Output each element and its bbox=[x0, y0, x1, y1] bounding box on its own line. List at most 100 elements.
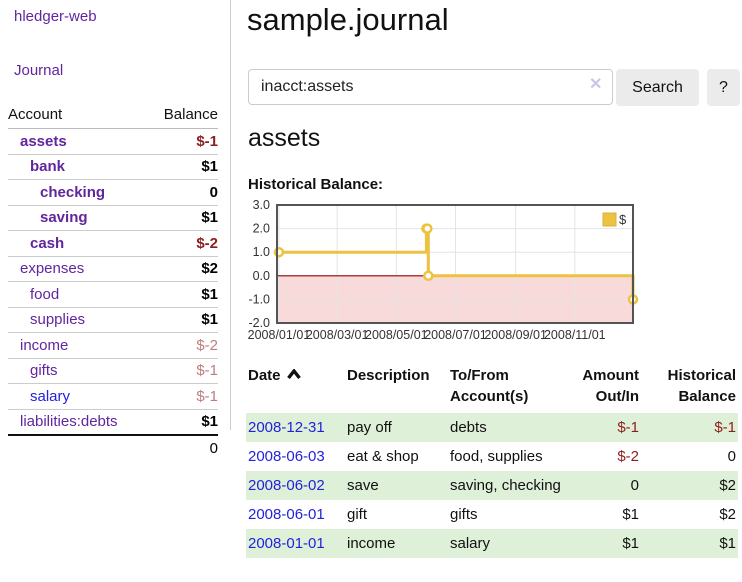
accounts-table-header: Account Balance bbox=[8, 102, 218, 129]
account-balance: $1 bbox=[201, 413, 218, 431]
account-balance: $1 bbox=[148, 154, 218, 180]
chart-title: Historical Balance: bbox=[248, 176, 384, 193]
account-column-header: Account bbox=[8, 102, 149, 129]
transaction-date-link[interactable]: 2008-06-01 bbox=[248, 506, 325, 523]
transaction-description: pay off bbox=[347, 419, 392, 436]
clear-search-icon[interactable]: ✕ bbox=[589, 76, 603, 93]
account-balance: $-1 bbox=[148, 383, 218, 410]
account-balance: $1 bbox=[148, 205, 218, 231]
transaction-accounts: food, supplies bbox=[450, 448, 543, 465]
transaction-balance: $-1 bbox=[714, 419, 736, 436]
account-row: bank $1 bbox=[8, 154, 218, 180]
account-row: income $-2 bbox=[8, 332, 218, 359]
svg-text:2008/07/01: 2008/07/01 bbox=[424, 328, 487, 342]
transaction-accounts: gifts bbox=[450, 506, 478, 523]
transaction-amount: $-2 bbox=[617, 448, 639, 465]
svg-text:$: $ bbox=[619, 212, 627, 227]
account-row: liabilities:debts $1 bbox=[8, 409, 218, 435]
svg-text:2008/01/01: 2008/01/01 bbox=[248, 328, 311, 342]
balance-chart-svg: 3.0 2.0 1.0 0.0 -1.0 -2.02008/01/012008/03/01… bbox=[248, 198, 639, 342]
page-title: sample.journal bbox=[247, 2, 449, 37]
svg-text:3.0: 3.0 bbox=[253, 198, 270, 212]
account-link[interactable]: liabilities:debts bbox=[20, 413, 118, 431]
transaction-row: 2008-01-01 income salary $1 $1 bbox=[246, 529, 738, 558]
account-balance: $-1 bbox=[148, 358, 218, 384]
account-link[interactable]: income bbox=[20, 336, 69, 354]
account-row: cash $-2 bbox=[8, 230, 218, 257]
tofrom-column-header: To/From Account(s) bbox=[450, 367, 529, 405]
account-link[interactable]: food bbox=[30, 285, 60, 303]
account-row: saving $1 bbox=[8, 205, 218, 231]
account-balance: $2 bbox=[148, 256, 218, 282]
account-link[interactable]: checking bbox=[40, 183, 106, 201]
accounts-total-value: 0 bbox=[148, 434, 218, 461]
account-link[interactable]: saving bbox=[40, 209, 88, 227]
accounts-total-row: 0 bbox=[8, 434, 218, 461]
account-balance: 0 bbox=[148, 179, 218, 206]
account-link[interactable]: cash bbox=[30, 234, 65, 252]
account-row: expenses $2 bbox=[8, 256, 218, 282]
description-column-header: Description bbox=[347, 367, 430, 384]
sort-ascending-icon bbox=[286, 365, 301, 386]
account-link[interactable]: bank bbox=[30, 158, 66, 176]
sidebar-divider bbox=[230, 0, 231, 430]
svg-text:2008/03/01: 2008/03/01 bbox=[306, 328, 369, 342]
account-row: supplies $1 bbox=[8, 307, 218, 333]
account-balance: $-2 bbox=[148, 332, 218, 359]
help-button[interactable]: ? bbox=[707, 69, 740, 106]
transaction-balance: $1 bbox=[719, 535, 736, 552]
account-link[interactable]: supplies bbox=[30, 311, 86, 329]
account-row: assets $-1 bbox=[8, 128, 218, 155]
svg-text:-1.0: -1.0 bbox=[248, 292, 270, 306]
svg-text:2008/11/01: 2008/11/01 bbox=[544, 328, 606, 342]
register-header-row: Date Description To/From Account(s) Amou… bbox=[246, 363, 738, 413]
account-row: checking 0 bbox=[8, 179, 218, 206]
transaction-amount: 0 bbox=[630, 477, 639, 494]
account-balance: $-2 bbox=[148, 230, 218, 257]
transaction-balance: $2 bbox=[719, 506, 736, 523]
svg-text:2008/05/01: 2008/05/01 bbox=[365, 328, 428, 342]
account-balance: $1 bbox=[148, 307, 218, 333]
transaction-description: eat & shop bbox=[347, 448, 419, 465]
accounts-table: Account Balance assets $-1 bank $1 checking 0… bbox=[8, 102, 218, 461]
transaction-balance: 0 bbox=[727, 448, 736, 465]
svg-text:-2.0: -2.0 bbox=[248, 316, 270, 330]
transaction-date-link[interactable]: 2008-06-02 bbox=[248, 477, 325, 494]
register-table: Date Description To/From Account(s) Amou… bbox=[246, 363, 738, 558]
svg-text:0.0: 0.0 bbox=[253, 269, 270, 283]
svg-text:2.0: 2.0 bbox=[253, 222, 270, 236]
transaction-description: income bbox=[347, 535, 396, 552]
account-balance: $-1 bbox=[148, 128, 218, 155]
transaction-row: 2008-12-31 pay off debts $-1 $-1 bbox=[246, 413, 738, 442]
date-column-header[interactable]: Date bbox=[246, 363, 345, 413]
account-link[interactable]: gifts bbox=[30, 362, 58, 380]
account-row: salary $-1 bbox=[8, 383, 218, 410]
search-input[interactable] bbox=[248, 69, 613, 105]
transaction-accounts: saving, checking bbox=[450, 477, 561, 494]
account-row: food $1 bbox=[8, 281, 218, 308]
account-rows: assets $-1 bank $1 checking 0 saving $1 cash $-2 e… bbox=[8, 128, 218, 436]
svg-text:2008/09/01: 2008/09/01 bbox=[484, 328, 547, 342]
transaction-balance: $2 bbox=[719, 477, 736, 494]
account-link[interactable]: expenses bbox=[20, 260, 85, 278]
transaction-date-link[interactable]: 2008-01-01 bbox=[248, 535, 325, 552]
transaction-description: save bbox=[347, 477, 379, 494]
account-row: gifts $-1 bbox=[8, 358, 218, 384]
search-button[interactable]: Search bbox=[616, 69, 699, 106]
transaction-date-link[interactable]: 2008-06-03 bbox=[248, 448, 325, 465]
transaction-accounts: debts bbox=[450, 419, 487, 436]
transaction-date-link[interactable]: 2008-12-31 bbox=[248, 419, 325, 436]
account-heading: assets bbox=[248, 124, 321, 152]
account-balance: $1 bbox=[148, 281, 218, 308]
transaction-amount: $-1 bbox=[617, 419, 639, 436]
balance-column-header: Balance bbox=[148, 102, 218, 129]
account-link[interactable]: assets bbox=[20, 132, 67, 150]
sidebar-item-journal[interactable]: Journal bbox=[14, 62, 64, 79]
transaction-amount: $1 bbox=[622, 506, 639, 523]
app-brand-link[interactable]: hledger-web bbox=[14, 8, 97, 25]
transaction-amount: $1 bbox=[622, 535, 639, 552]
svg-text:1.0: 1.0 bbox=[253, 245, 270, 259]
account-link[interactable]: salary bbox=[30, 387, 71, 405]
transaction-row: 2008-06-03 eat & shop food, supplies $-2 0 bbox=[246, 442, 738, 471]
